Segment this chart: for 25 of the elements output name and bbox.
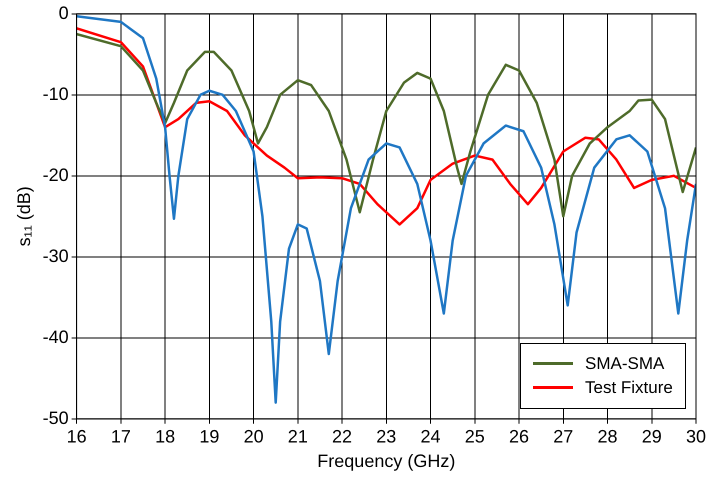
x-tick-label: 20 [244, 426, 264, 447]
y-axis-title: s₁₁ (dB) [14, 186, 34, 246]
x-tick-label: 21 [288, 426, 308, 447]
x-tick-label: 17 [110, 426, 131, 447]
legend-label: Test Fixture [585, 378, 673, 398]
y-tick-label: -20 [42, 164, 69, 185]
x-tick-label: 16 [66, 426, 87, 447]
x-tick-label: 26 [509, 426, 530, 447]
legend-label: SMA-SMA [585, 354, 664, 374]
x-tick-label: 22 [332, 426, 352, 447]
x-tick-label: 24 [420, 426, 441, 447]
y-tick-label: -10 [42, 84, 69, 104]
x-tick-label: 29 [642, 426, 662, 447]
y-tick-label: -50 [42, 408, 69, 428]
x-tick-label: 27 [553, 426, 574, 447]
x-tick-label: 25 [464, 426, 485, 447]
x-tick-label: 30 [686, 426, 706, 447]
x-tick-label: 23 [376, 426, 396, 447]
y-tick-label: 0 [58, 2, 69, 23]
x-tick-label: 28 [598, 426, 618, 447]
y-tick-label: -30 [42, 246, 69, 266]
x-axis-title: Frequency (GHz) [317, 451, 456, 472]
x-tick-label: 19 [199, 426, 220, 447]
x-tick-label: 18 [155, 426, 176, 447]
y-tick-label: -40 [42, 326, 69, 347]
